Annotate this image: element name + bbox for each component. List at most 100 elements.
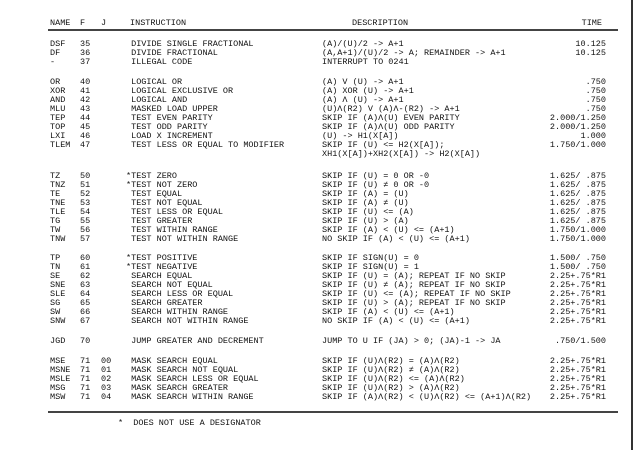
cell-time: 1.625/ .875 (549, 180, 606, 190)
cell-f: 71 (80, 365, 91, 375)
cell-j: 04 (101, 392, 112, 402)
cell-f: 57 (80, 234, 91, 244)
cell-name: TLEM (50, 140, 71, 150)
footnote: * DOES NOT USE A DESIGNATOR (118, 418, 261, 428)
cell-description: (A) V (U) -> A+1 (322, 77, 404, 87)
table-row: - 37 ILLEGAL CODE INTERRUPT TO 0241 (0, 58, 640, 67)
cell-instruction: SEARCH NOT EQUAL (126, 280, 213, 290)
cell-f: 50 (80, 171, 91, 181)
cell-description: SKIP IF (A) < (U) <= (A+1) (322, 307, 455, 317)
cell-instruction: TEST LESS OR EQUAL (126, 207, 223, 217)
cell-name: TE (50, 189, 61, 199)
cell-instruction: TEST WITHIN RANGE (126, 225, 218, 235)
cell-f: 37 (80, 57, 91, 67)
cell-instruction: TEST ODD PARITY (126, 122, 208, 132)
cell-instruction: MASK SEARCH LESS OR EQUAL (126, 374, 259, 384)
cell-time: .750 (585, 77, 606, 87)
cell-j: 00 (101, 356, 112, 366)
cell-name: OR (50, 77, 61, 87)
cell-time: 1.750/1.000 (549, 140, 606, 150)
cell-time: 2.25+.75*R1 (549, 383, 606, 393)
table-row: SNE 63 SEARCH NOT EQUAL SKIP IF (U) ≠ (A);… (0, 281, 640, 290)
table-row: XOR 41 LOGICAL EXCLUSIVE OR (A) XOR (U) ->… (0, 87, 640, 96)
cell-name: SLE (50, 289, 66, 299)
table-row: TNW 57 TEST NOT WITHIN RANGE NO SKIP IF (A… (0, 235, 640, 244)
cell-name: MSW (50, 392, 66, 402)
cell-f: 46 (80, 131, 91, 141)
cell-time: 1.500/ .750 (549, 253, 606, 263)
cell-f: 61 (80, 262, 91, 272)
header-j: J (101, 18, 107, 28)
cell-f: 52 (80, 189, 91, 199)
header-f: F (80, 18, 86, 28)
cell-description: SKIP IF (A)Λ(U) ODD PARITY (322, 122, 455, 132)
cell-instruction: LOAD X INCREMENT (126, 131, 213, 141)
cell-f: 65 (80, 298, 91, 308)
cell-description: SKIP IF (U) <= (A) (322, 207, 414, 217)
cell-instruction: TEST NOT WITHIN RANGE (126, 234, 239, 244)
cell-description: SKIP IF (A) < (U) <= (A+1) (322, 225, 455, 235)
cell-time: 2.000/1.250 (549, 122, 606, 132)
table-row: DSF 35 DIVIDE SINGLE FRACTIONAL (A)/(U)/2 … (0, 40, 640, 49)
cell-instruction: *TEST NOT ZERO (126, 180, 198, 190)
cell-name: TNE (50, 198, 66, 208)
cell-time: 1.625/ .875 (549, 189, 606, 199)
table-row: MSG 71 03 MASK SEARCH GREATER SKIP IF (U)Λ(… (0, 384, 640, 393)
cell-description: (A,A+1)/(U)/2 -> A; REMAINDER -> A+1 (322, 48, 506, 58)
cell-name: - (50, 57, 56, 67)
cell-description: SKIP IF (U)Λ(R2) ≠ (A)Λ(R2) (322, 365, 460, 375)
cell-f: 71 (80, 356, 91, 366)
cell-name: MSNE (50, 365, 71, 375)
cell-description: SKIP IF (U) > (A); REPEAT IF NO SKIP (322, 298, 506, 308)
cell-f: 40 (80, 77, 91, 87)
cell-time: 2.25+.75*R1 (549, 280, 606, 290)
cell-instruction: MASKED LOAD UPPER (126, 104, 218, 114)
cell-description: SKIP IF (A)Λ(R2) < (U)Λ(R2) <= (A+1)Λ(R2… (322, 392, 532, 402)
cell-f: 71 (80, 383, 91, 393)
table-row: DF 36 DIVIDE FRACTIONAL (A,A+1)/(U)/2 -> A… (0, 49, 640, 58)
cell-instruction: MASK SEARCH NOT EQUAL (126, 365, 239, 375)
cell-f: 54 (80, 207, 91, 217)
cell-name: TZ (50, 171, 61, 181)
cell-time: 2.25+.75*R1 (549, 289, 606, 299)
cell-name: SNW (50, 316, 66, 326)
table-row: MSE 71 00 MASK SEARCH EQUAL SKIP IF (U)Λ(R2… (0, 357, 640, 366)
cell-instruction: *TEST NEGATIVE (126, 262, 198, 272)
table-row: MSNE 71 01 MASK SEARCH NOT EQUAL SKIP IF (U… (0, 366, 640, 375)
cell-instruction: LOGICAL EXCLUSIVE OR (126, 86, 234, 96)
cell-instruction: LOGICAL OR (126, 77, 183, 87)
table-row: SW 66 SEARCH WITHIN RANGE SKIP IF (A) < (U… (0, 308, 640, 317)
cell-name: MSG (50, 383, 66, 393)
table-row: XH1(X[A])+XH2(X[A]) -> H2(X[A]) (0, 150, 640, 159)
cell-f: 70 (80, 336, 91, 346)
table-row: TG 55 TEST GREATER SKIP IF (U) > (A) 1.625/… (0, 217, 640, 226)
cell-time: 2.000/1.250 (549, 113, 606, 123)
cell-f: 42 (80, 95, 91, 105)
cell-name: TEP (50, 113, 66, 123)
cell-f: 53 (80, 198, 91, 208)
cell-time: 2.25+.75*R1 (549, 392, 606, 402)
cell-description: XH1(X[A])+XH2(X[A]) -> H2(X[A]) (322, 149, 481, 159)
table-header: NAME F J INSTRUCTION DESCRIPTION TIME (0, 18, 640, 28)
cell-description: SKIP IF (A) ≠ (U) (322, 198, 409, 208)
cell-description: SKIP IF (U) <= (A); REPEAT IF NO SKIP (322, 289, 511, 299)
cell-time: .750/1.500 (554, 336, 606, 346)
table-row: SE 62 SEARCH EQUAL SKIP IF (U) = (A); REPE… (0, 272, 640, 281)
table-row: TZ 50 *TEST ZERO SKIP IF (U) = 0 OR -0 1.625… (0, 172, 640, 181)
table-row: TNE 53 TEST NOT EQUAL SKIP IF (A) ≠ (U) 1.6… (0, 199, 640, 208)
cell-time: 2.25+.75*R1 (549, 271, 606, 281)
cell-name: MSE (50, 356, 66, 366)
cell-instruction: TEST EQUAL (126, 189, 183, 199)
page-border (631, 0, 633, 450)
cell-name: TLE (50, 207, 66, 217)
cell-description: SKIP IF (A) = (U) (322, 189, 409, 199)
cell-instruction: *TEST POSITIVE (126, 253, 198, 263)
table-row: TNZ 51 *TEST NOT ZERO SKIP IF (U) ≠ 0 OR -0… (0, 181, 640, 190)
table-row: SG 65 SEARCH GREATER SKIP IF (U) > (A); RE… (0, 299, 640, 308)
cell-name: TW (50, 225, 61, 235)
table-row: AND 42 LOGICAL AND (A) Λ (U) -> A+1 .750 (0, 96, 640, 105)
cell-name: LXI (50, 131, 66, 141)
table-row: JGD 70 JUMP GREATER AND DECREMENT JUMP TO … (0, 337, 640, 346)
footer-rule (48, 411, 618, 413)
cell-description: (A) XOR (U) -> A+1 (322, 86, 414, 96)
